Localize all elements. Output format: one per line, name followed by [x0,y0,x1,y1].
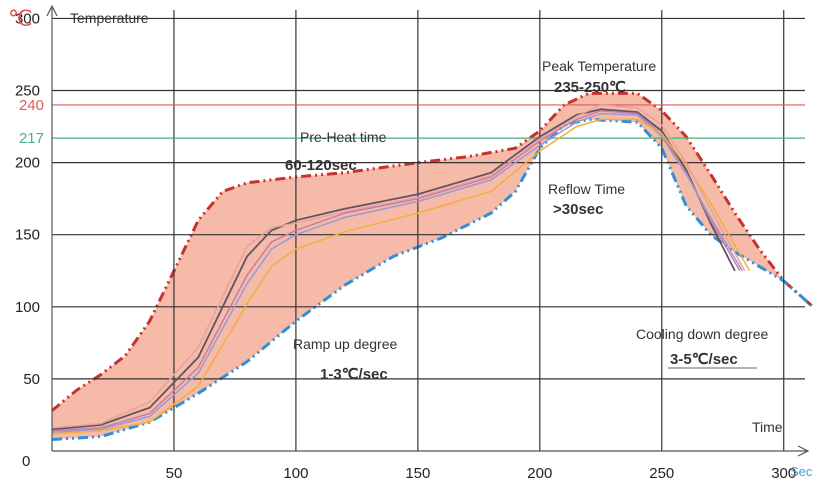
preheat-title: Pre-Heat time [300,129,387,145]
x-unit-label: Sec [790,464,813,479]
cooling-value: 3-5℃/sec [670,351,738,368]
x-tick-label-50: 50 [166,465,183,482]
reflow-value: >30sec [553,201,603,218]
axes [46,4,810,457]
peak-value: 235-250℃ [554,79,626,96]
x-tick-label-200: 200 [527,465,552,482]
x-axis-title: Time [752,419,783,435]
reference-label-217: 217 [19,130,44,147]
x-tick-label-150: 150 [405,465,430,482]
y-axis-arrow [46,4,58,17]
reference-lines [52,104,805,139]
x-tick-label-300: 300 [771,465,796,482]
y-tick-label-300: 300 [15,10,40,27]
y-tick-label-250: 250 [15,83,40,100]
tick-labels: 240 217 50 100 150 200 250 300 50 100 150 200 250 300 [15,10,796,482]
process-window-band [51,91,814,441]
x-tick-label-100: 100 [283,465,308,482]
band-lower-limit-line [51,117,814,441]
ramp-title: Ramp up degree [293,336,398,352]
y-axis-title: Temperature [70,10,149,26]
x-tick-label-250: 250 [649,465,674,482]
profile-series [51,104,751,435]
band-fill [52,93,813,440]
y-tick-label-50: 50 [23,371,40,388]
y-tick-label-100: 100 [15,299,40,316]
series-line-3 [51,112,743,434]
series-line-1 [51,108,736,431]
x-axis-arrow [797,445,810,457]
reflow-title: Reflow Time [548,181,625,197]
series-line-5 [51,104,746,429]
y-tick-label-200: 200 [15,155,40,172]
peak-title: Peak Temperature [542,58,656,74]
y-unit-label: ℃ [8,6,33,31]
series-line-4 [51,118,751,435]
preheat-value: 60-120sec [285,157,357,174]
ramp-value: 1-3℃/sec [320,366,388,383]
origin-label: 0 [22,453,30,470]
y-tick-label-150: 150 [15,227,40,244]
reference-label-240: 240 [19,97,44,114]
band-upper-limit-line [51,91,814,412]
cooling-title: Cooling down degree [636,326,769,342]
